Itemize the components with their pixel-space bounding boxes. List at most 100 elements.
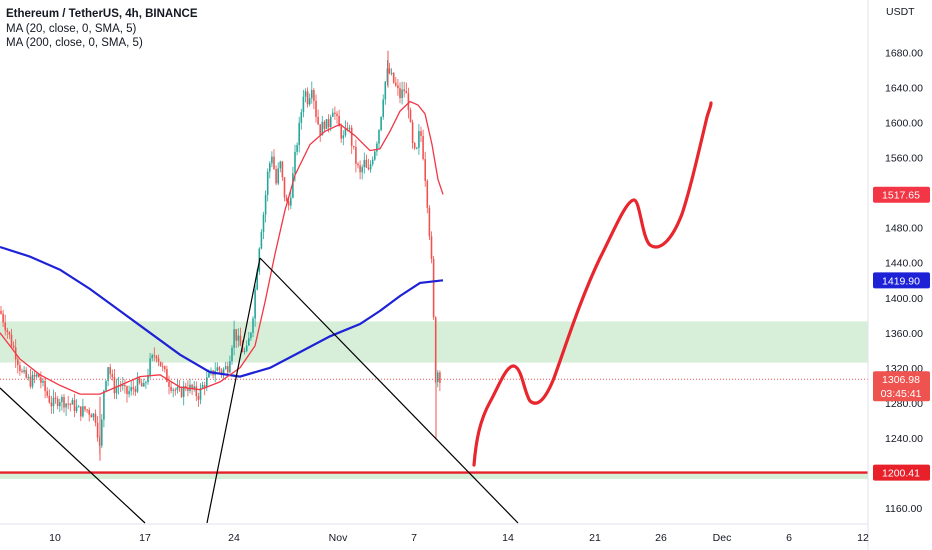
candle-body <box>168 381 170 387</box>
candle-body <box>159 361 162 367</box>
candle-body <box>319 124 321 136</box>
candle-body <box>19 365 21 372</box>
candle-body <box>407 93 410 110</box>
candle-body <box>292 173 294 198</box>
demand-zone[interactable] <box>0 321 868 363</box>
candle-body <box>132 387 135 390</box>
candle-body <box>302 96 305 113</box>
candle-body <box>437 372 439 383</box>
candle-body <box>8 331 11 335</box>
candle-body <box>176 387 179 391</box>
candle-body <box>124 384 126 387</box>
candle-body <box>432 258 435 318</box>
candle-body <box>424 159 426 181</box>
candle-body <box>67 403 69 405</box>
time-tick-label: 6 <box>786 532 792 544</box>
time-tick-label: 26 <box>655 532 667 544</box>
candle-body <box>224 366 227 370</box>
candle-body <box>6 330 9 332</box>
support-zone[interactable] <box>0 472 868 480</box>
candle-body <box>384 81 387 100</box>
candle-body <box>157 358 160 362</box>
candle-body <box>348 127 351 129</box>
candle-body <box>138 378 141 383</box>
candle-body <box>73 400 76 412</box>
candle-body <box>248 338 250 346</box>
candle-body <box>92 413 95 418</box>
candle-body <box>48 395 51 403</box>
candle-body <box>128 391 130 395</box>
candle-body <box>111 374 114 377</box>
candle-body <box>145 382 147 384</box>
time-axis[interactable]: 10 17 24 Nov 7 14 21 26 Dec 6 12 <box>49 532 869 544</box>
candle-body <box>386 68 389 82</box>
ma20-legend[interactable]: MA (20, close, 0, SMA, 5) <box>6 22 137 35</box>
candle-body <box>80 406 82 417</box>
candle-body <box>199 387 202 400</box>
candle-body <box>17 359 19 366</box>
candle-body <box>161 366 164 368</box>
candle-body <box>233 329 235 348</box>
candle-body <box>260 231 263 249</box>
candle-body <box>390 72 393 74</box>
trendline-drawings[interactable] <box>0 101 713 524</box>
candle-body <box>122 384 124 386</box>
candle-body <box>35 374 38 377</box>
candle-body <box>426 180 429 208</box>
trendline-left <box>0 387 146 524</box>
candle-body <box>69 404 72 406</box>
candle-body <box>61 396 63 403</box>
candle-body <box>185 385 187 389</box>
candle-body <box>134 389 137 392</box>
trendline-down <box>259 257 519 524</box>
candle-body <box>329 116 332 128</box>
candle-body <box>269 163 271 172</box>
candle-body <box>281 161 284 178</box>
candle-body <box>317 116 319 125</box>
candle-body <box>359 165 361 173</box>
candle-body <box>82 406 84 417</box>
candle-body <box>252 318 254 333</box>
price-tick-label: 1440.00 <box>885 258 923 270</box>
candle-body <box>109 367 111 375</box>
time-tick-label: 14 <box>502 532 514 544</box>
symbol-title[interactable]: Ethereum / TetherUS, 4h, BINANCE <box>6 8 198 20</box>
candle-body <box>187 388 189 391</box>
candle-body <box>56 398 59 407</box>
time-tick-label: Dec <box>713 532 732 544</box>
candle-body <box>287 201 290 206</box>
candle-body <box>33 374 36 377</box>
price-badges: 1517.65 1419.90 1306.98 03:45:41 1200.41 <box>873 186 930 481</box>
candle-body <box>143 383 145 387</box>
time-tick-label: 21 <box>589 532 601 544</box>
candle-body <box>90 414 93 418</box>
candle-body <box>155 356 158 359</box>
candle-body <box>115 386 118 394</box>
candle-body <box>283 177 286 198</box>
candle-body <box>353 145 355 147</box>
candle-body <box>136 378 139 392</box>
candle-body <box>332 112 334 117</box>
ma200-legend[interactable]: MA (200, close, 0, SMA, 5) <box>6 37 143 49</box>
candle-body <box>107 367 109 381</box>
price-tick-label: 1560.00 <box>885 153 923 165</box>
price-tick-label: 1600.00 <box>885 118 923 130</box>
candle-body <box>239 335 242 346</box>
candle-body <box>308 98 311 105</box>
candle-body <box>12 345 15 348</box>
candle-body <box>113 376 116 394</box>
current-price-badge <box>873 371 930 402</box>
candle-body <box>23 370 25 372</box>
candle-body <box>170 386 172 391</box>
candle-body <box>430 236 433 259</box>
candle-body <box>371 159 374 165</box>
ma20-price-badge <box>873 186 930 203</box>
candle-body <box>363 159 366 168</box>
chart-legend: Ethereum / TetherUS, 4h, BINANCE MA (20,… <box>6 7 198 51</box>
candle-body <box>262 214 265 232</box>
candle-body <box>77 406 80 408</box>
candle-body <box>206 377 208 388</box>
price-tick-label: 1240.00 <box>885 433 923 445</box>
candle-body <box>31 374 34 387</box>
